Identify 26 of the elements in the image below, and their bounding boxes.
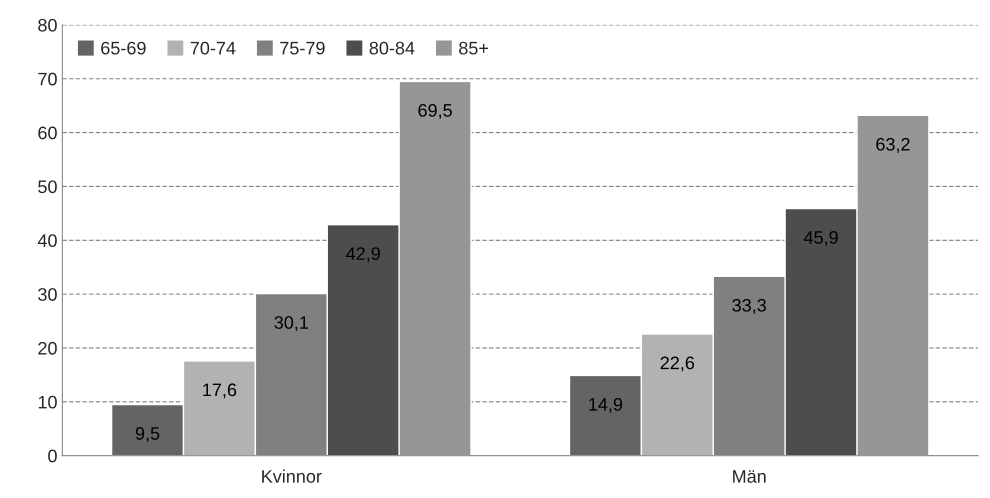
y-tick-label: 30 [38, 288, 57, 301]
data-label: 69,5 [418, 104, 452, 119]
legend-label: 85+ [459, 42, 488, 55]
data-label: 63,2 [876, 138, 910, 153]
y-tick-label: 80 [38, 18, 57, 32]
data-label: 17,6 [203, 383, 236, 398]
legend-label: 80-84 [370, 42, 414, 55]
data-label: 9,5 [136, 427, 160, 442]
legend-label: 65-69 [101, 42, 146, 55]
data-label: 42,9 [346, 247, 380, 262]
data-label: 30,1 [274, 316, 308, 332]
y-tick-label: 40 [38, 234, 57, 248]
data-label: 33,3 [732, 298, 766, 314]
data-label: 14,9 [589, 398, 622, 413]
data-label: 45,9 [804, 231, 838, 246]
x-tick-label: Kvinnor [262, 470, 322, 483]
y-tick-label: 20 [38, 342, 57, 355]
y-tick-label: 70 [38, 72, 57, 86]
data-label: 22,6 [660, 356, 694, 372]
legend-label: 70-74 [190, 42, 236, 55]
y-tick-label: 60 [38, 126, 57, 140]
y-tick-label: 0 [48, 450, 57, 462]
legend-label: 75-79 [280, 42, 325, 55]
y-tick-label: 10 [38, 396, 57, 409]
x-tick-label: Män [733, 470, 766, 483]
y-tick-label: 50 [38, 180, 57, 194]
